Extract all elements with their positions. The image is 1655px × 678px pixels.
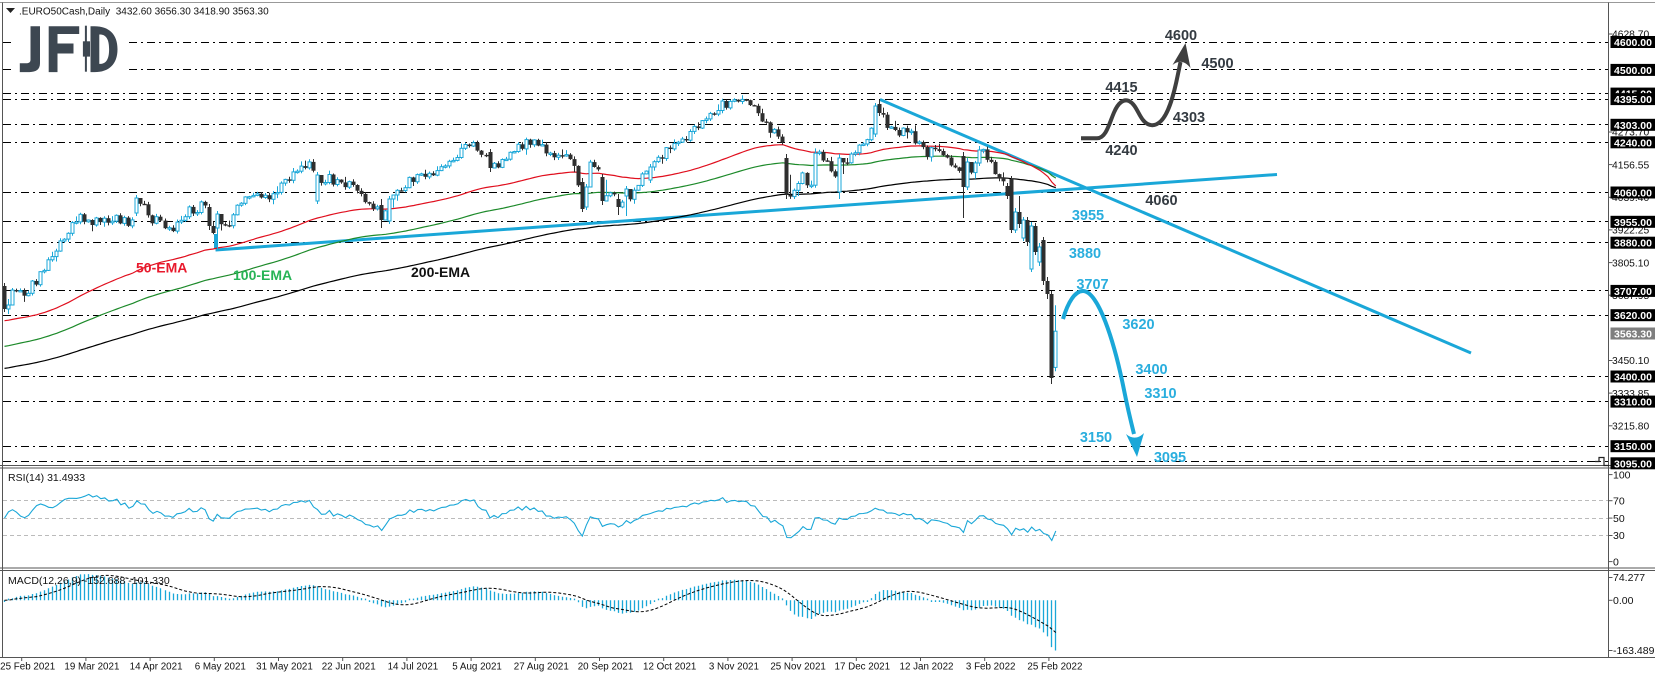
svg-text:200-EMA: 200-EMA	[411, 264, 470, 280]
svg-text:3620.00: 3620.00	[1614, 310, 1652, 322]
svg-text:3 Nov 2021: 3 Nov 2021	[709, 662, 759, 673]
svg-text:30: 30	[1613, 530, 1625, 542]
svg-text:4628.70: 4628.70	[1612, 30, 1649, 41]
svg-text:3400.00: 3400.00	[1614, 372, 1652, 384]
svg-text:5 Aug 2021: 5 Aug 2021	[452, 662, 502, 673]
svg-text:4395.00: 4395.00	[1614, 94, 1652, 106]
svg-text:4500: 4500	[1201, 56, 1233, 72]
svg-text:3563.30: 3563.30	[1614, 329, 1652, 341]
svg-text:4060.00: 4060.00	[1614, 188, 1652, 200]
svg-text:27 Aug 2021: 27 Aug 2021	[514, 662, 569, 673]
svg-text:4240: 4240	[1105, 143, 1137, 159]
svg-text:4060: 4060	[1145, 193, 1177, 209]
svg-text:3880.00: 3880.00	[1614, 238, 1652, 250]
svg-text:4600.00: 4600.00	[1614, 37, 1652, 49]
svg-text:19 Mar 2021: 19 Mar 2021	[64, 662, 119, 673]
svg-text:3215.80: 3215.80	[1612, 422, 1649, 433]
svg-text:6 May 2021: 6 May 2021	[195, 662, 246, 673]
svg-text:3095: 3095	[1154, 450, 1186, 466]
svg-text:4156.55: 4156.55	[1612, 160, 1649, 171]
svg-text:25 Nov 2021: 25 Nov 2021	[770, 662, 826, 673]
svg-text:70: 70	[1613, 495, 1625, 507]
svg-text:4415: 4415	[1105, 80, 1137, 96]
svg-text:50: 50	[1613, 513, 1625, 525]
svg-text:3955.00: 3955.00	[1614, 217, 1652, 229]
svg-text:100-EMA: 100-EMA	[233, 267, 292, 283]
svg-text:3955: 3955	[1072, 208, 1104, 224]
svg-text:4600: 4600	[1165, 28, 1197, 44]
svg-text:17 Dec 2021: 17 Dec 2021	[835, 662, 891, 673]
svg-text:14 Apr 2021: 14 Apr 2021	[130, 662, 183, 673]
svg-text:50-EMA: 50-EMA	[136, 260, 187, 276]
svg-text:3150: 3150	[1080, 430, 1112, 446]
svg-text:3 Feb 2022: 3 Feb 2022	[966, 662, 1016, 673]
svg-text:3095.00: 3095.00	[1614, 458, 1652, 470]
svg-text:3333.85: 3333.85	[1612, 389, 1649, 400]
svg-text:25 Feb 2021: 25 Feb 2021	[0, 662, 55, 673]
svg-text:4303.00: 4303.00	[1614, 120, 1652, 132]
svg-text:31 May 2021: 31 May 2021	[256, 662, 313, 673]
svg-text:12 Jan 2022: 12 Jan 2022	[900, 662, 954, 673]
svg-text:3450.10: 3450.10	[1612, 356, 1649, 367]
svg-text:3707.00: 3707.00	[1614, 286, 1652, 298]
svg-text:4500.00: 4500.00	[1614, 65, 1652, 77]
svg-text:3707: 3707	[1076, 277, 1108, 293]
svg-text:3310.00: 3310.00	[1614, 397, 1652, 409]
svg-text:.EURO50Cash,Daily 3432.60 365: .EURO50Cash,Daily 3432.60 3656.30 3418.9…	[19, 7, 269, 18]
svg-text:3922.25: 3922.25	[1612, 226, 1649, 237]
svg-text:20 Sep 2021: 20 Sep 2021	[578, 662, 634, 673]
svg-text:14 Jul 2021: 14 Jul 2021	[388, 662, 439, 673]
svg-text:12 Oct 2021: 12 Oct 2021	[643, 662, 696, 673]
svg-text:3620: 3620	[1122, 317, 1154, 333]
svg-text:25 Feb 2022: 25 Feb 2022	[1027, 662, 1082, 673]
svg-text:MACD(12,26,9) -152.688 -101.33: MACD(12,26,9) -152.688 -101.330	[8, 575, 170, 587]
svg-text:100: 100	[1613, 469, 1631, 481]
svg-text:22 Jun 2021: 22 Jun 2021	[322, 662, 376, 673]
svg-text:4303: 4303	[1173, 110, 1205, 126]
svg-text:4240.00: 4240.00	[1614, 137, 1652, 149]
svg-text:4273.70: 4273.70	[1612, 128, 1649, 139]
svg-text:74.277: 74.277	[1613, 572, 1645, 584]
svg-text:3805.10: 3805.10	[1612, 258, 1649, 269]
svg-text:3150.00: 3150.00	[1614, 441, 1652, 453]
svg-text:0.00: 0.00	[1613, 595, 1634, 607]
svg-text:3310: 3310	[1144, 386, 1176, 402]
svg-text:-163.489: -163.489	[1613, 645, 1655, 657]
svg-text:0: 0	[1613, 556, 1619, 568]
svg-text:3400: 3400	[1135, 362, 1167, 378]
svg-text:3880: 3880	[1069, 246, 1101, 262]
svg-text:RSI(14) 31.4933: RSI(14) 31.4933	[8, 472, 85, 484]
